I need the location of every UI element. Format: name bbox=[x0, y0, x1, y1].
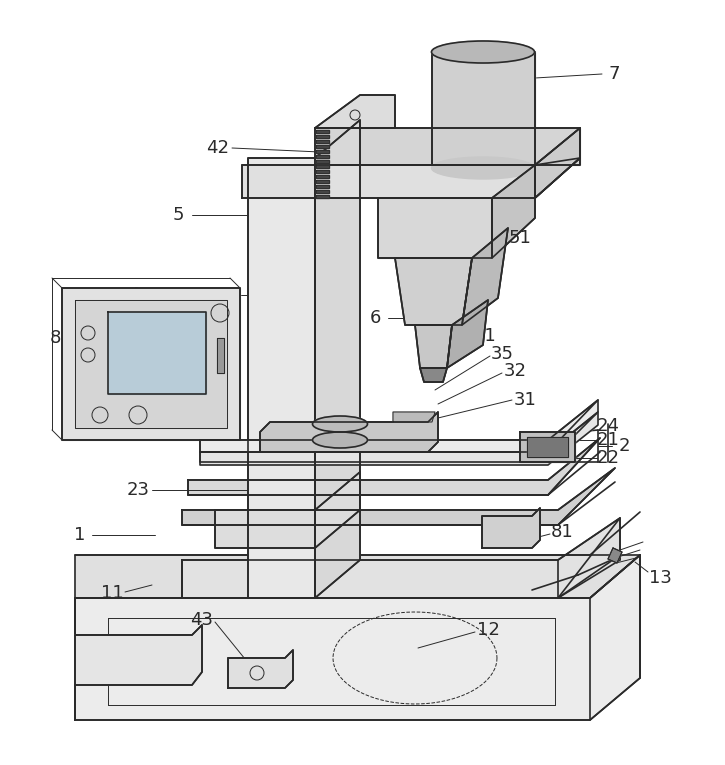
Polygon shape bbox=[395, 258, 472, 325]
Text: 7: 7 bbox=[608, 65, 620, 83]
Text: 51: 51 bbox=[508, 229, 531, 247]
Text: 8: 8 bbox=[49, 329, 61, 347]
Polygon shape bbox=[316, 130, 329, 133]
Text: 31: 31 bbox=[513, 391, 536, 409]
Polygon shape bbox=[315, 128, 580, 165]
Polygon shape bbox=[520, 432, 575, 462]
Polygon shape bbox=[535, 128, 580, 198]
Text: 43: 43 bbox=[191, 611, 213, 629]
Polygon shape bbox=[242, 128, 580, 198]
Polygon shape bbox=[75, 555, 640, 598]
Polygon shape bbox=[316, 190, 329, 193]
Polygon shape bbox=[316, 195, 329, 198]
Polygon shape bbox=[316, 155, 329, 158]
Polygon shape bbox=[200, 412, 598, 465]
Polygon shape bbox=[316, 165, 329, 168]
Text: 21: 21 bbox=[597, 431, 619, 449]
Polygon shape bbox=[228, 650, 293, 688]
Text: 2: 2 bbox=[618, 437, 630, 455]
Ellipse shape bbox=[431, 41, 534, 63]
Polygon shape bbox=[420, 368, 447, 382]
Polygon shape bbox=[75, 300, 227, 428]
Text: 12: 12 bbox=[476, 621, 500, 639]
Polygon shape bbox=[75, 625, 202, 685]
Polygon shape bbox=[462, 228, 508, 325]
Text: 81: 81 bbox=[550, 523, 573, 541]
Text: 11: 11 bbox=[101, 584, 123, 602]
Polygon shape bbox=[316, 170, 329, 173]
Polygon shape bbox=[108, 312, 206, 394]
Text: 4: 4 bbox=[128, 286, 140, 304]
Polygon shape bbox=[415, 325, 452, 368]
Polygon shape bbox=[608, 548, 622, 563]
Polygon shape bbox=[75, 555, 640, 720]
Text: 24: 24 bbox=[597, 417, 619, 435]
Polygon shape bbox=[447, 300, 488, 368]
Polygon shape bbox=[182, 518, 620, 598]
Text: 42: 42 bbox=[207, 139, 230, 157]
Text: 6: 6 bbox=[369, 309, 381, 327]
Text: 32: 32 bbox=[503, 362, 526, 380]
Polygon shape bbox=[62, 288, 240, 440]
Polygon shape bbox=[316, 150, 329, 153]
Polygon shape bbox=[316, 140, 329, 143]
Text: 5: 5 bbox=[173, 206, 183, 224]
Polygon shape bbox=[316, 180, 329, 183]
Polygon shape bbox=[215, 472, 360, 548]
Polygon shape bbox=[316, 175, 329, 178]
Polygon shape bbox=[200, 400, 598, 452]
Polygon shape bbox=[378, 198, 492, 258]
Polygon shape bbox=[248, 158, 315, 598]
Polygon shape bbox=[393, 412, 435, 422]
Polygon shape bbox=[316, 160, 329, 163]
Polygon shape bbox=[492, 165, 535, 258]
Text: 35: 35 bbox=[491, 345, 513, 363]
Polygon shape bbox=[315, 120, 360, 598]
Text: 1: 1 bbox=[74, 526, 86, 544]
Ellipse shape bbox=[312, 416, 368, 432]
Polygon shape bbox=[527, 437, 568, 457]
Polygon shape bbox=[260, 412, 438, 452]
Polygon shape bbox=[315, 95, 395, 128]
Text: 13: 13 bbox=[649, 569, 671, 587]
Polygon shape bbox=[182, 468, 615, 525]
Polygon shape bbox=[432, 52, 535, 165]
Polygon shape bbox=[188, 438, 600, 495]
Ellipse shape bbox=[312, 432, 368, 448]
Polygon shape bbox=[316, 145, 329, 148]
Text: 22: 22 bbox=[597, 449, 619, 467]
Polygon shape bbox=[482, 508, 540, 548]
Polygon shape bbox=[316, 135, 329, 138]
Polygon shape bbox=[316, 185, 329, 188]
Polygon shape bbox=[217, 338, 224, 373]
Ellipse shape bbox=[431, 157, 534, 179]
Text: 61: 61 bbox=[473, 327, 497, 345]
Text: 23: 23 bbox=[126, 481, 149, 499]
